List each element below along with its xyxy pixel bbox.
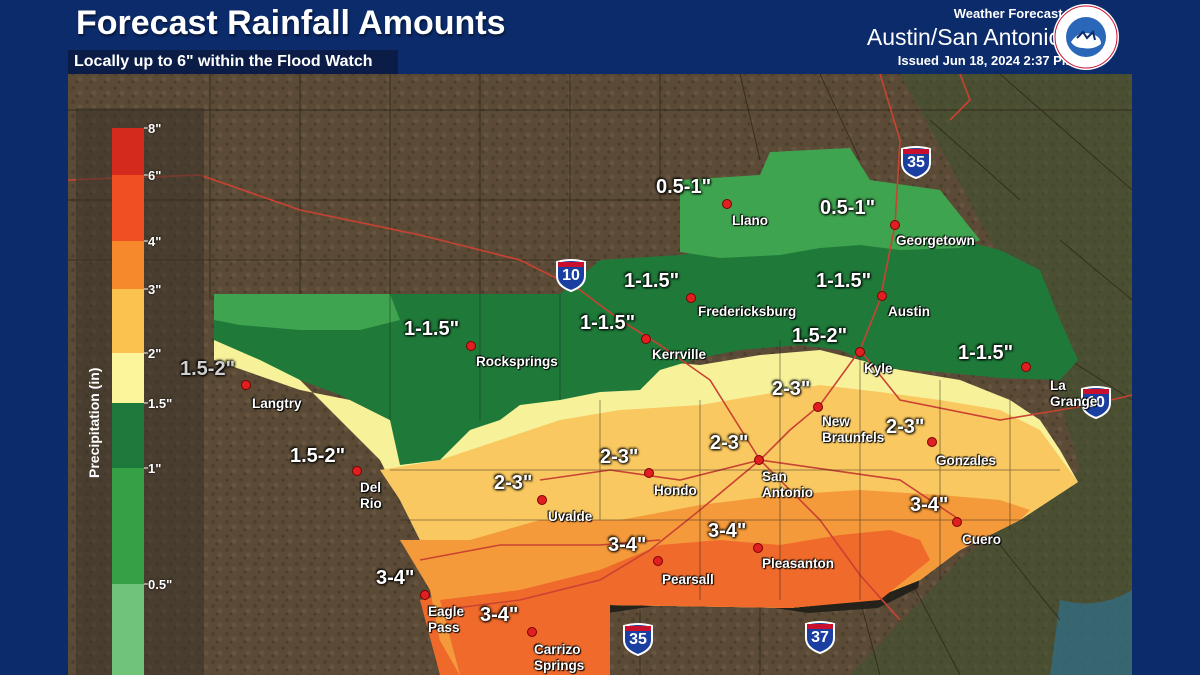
amount-label: 0.5-1" — [820, 197, 876, 219]
nws-logo-icon — [1053, 4, 1119, 70]
amount-label: 2-3" — [494, 472, 533, 494]
city-marker — [927, 437, 937, 447]
city-marker — [753, 543, 763, 553]
city-label: Fredericksburg — [698, 304, 797, 319]
city-marker — [877, 291, 887, 301]
city-label: Pearsall — [662, 572, 714, 587]
city-label: Del Rio — [360, 480, 382, 511]
amount-label: 3-4" — [910, 494, 949, 516]
band-4-6-south — [440, 530, 930, 675]
city-label: Llano — [732, 213, 768, 228]
legend-tick: 2" — [148, 346, 162, 361]
city-marker — [653, 556, 663, 566]
band-0p5-1 — [680, 148, 980, 258]
legend-swatch — [112, 241, 144, 289]
amount-label: 2-3" — [710, 432, 749, 454]
city-marker — [641, 334, 651, 344]
city-marker — [644, 468, 654, 478]
city-marker — [527, 627, 537, 637]
city-marker — [1021, 362, 1031, 372]
city-label: Carrizo Springs — [534, 642, 585, 673]
city-label: Rocksprings — [476, 354, 558, 369]
city-label: La Grange — [1050, 378, 1098, 409]
amount-label: 2-3" — [600, 446, 639, 468]
legend-tick: 1" — [148, 461, 162, 476]
amount-label: 3-4" — [480, 604, 519, 626]
county-lines — [68, 73, 1133, 675]
legend-tick: 6" — [148, 168, 162, 183]
legend-swatch — [112, 175, 144, 241]
city-marker — [466, 341, 476, 351]
legend-swatch — [112, 289, 144, 353]
header: Forecast Rainfall Amounts Locally up to … — [68, 0, 1132, 74]
city-label: Kerrville — [652, 347, 707, 362]
amount-label: 1-1.5" — [624, 270, 680, 292]
city-label: Austin — [888, 304, 930, 319]
amount-label: 1-1.5" — [580, 312, 636, 334]
city-marker — [855, 347, 865, 357]
city-label: Georgetown — [896, 233, 975, 248]
city-marker — [241, 380, 251, 390]
band-1-1p5 — [214, 240, 1078, 465]
interstate-10-east-shield-icon: 10 — [1080, 385, 1112, 420]
legend-tick: 0.5" — [148, 577, 173, 592]
city-marker — [537, 495, 547, 505]
legend-swatch — [112, 403, 144, 468]
legend-tick: 3" — [148, 282, 162, 297]
legend-swatch — [112, 128, 144, 175]
page-subtitle: Locally up to 6" within the Flood Watch — [68, 50, 398, 74]
amount-label: 0.5-1" — [656, 176, 712, 198]
city-label: Eagle Pass — [428, 604, 465, 635]
legend-title: Precipitation (in) — [86, 367, 102, 478]
city-marker — [952, 517, 962, 527]
page-title: Forecast Rainfall Amounts — [76, 4, 506, 42]
city-label: Langtry — [252, 396, 302, 411]
amount-label: 1-1.5" — [404, 318, 460, 340]
city-label: San Antonio — [762, 469, 813, 500]
amount-label: 1.5-2" — [792, 325, 848, 347]
issued-timestamp: Issued Jun 18, 2024 2:37 PM CDT — [897, 53, 1103, 68]
amount-label: 3-4" — [376, 567, 415, 589]
legend-tick: 8" — [148, 121, 162, 136]
interstate-35-shield-icon: 35 — [900, 145, 932, 180]
city-marker — [686, 293, 696, 303]
amount-label: 1.5-2" — [180, 358, 236, 380]
legend-swatch — [112, 584, 144, 675]
city-marker — [352, 466, 362, 476]
east-terrain — [850, 74, 1132, 675]
city-label: Uvalde — [548, 509, 593, 524]
band-1-1p5-west-edge — [214, 294, 400, 330]
city-marker — [890, 220, 900, 230]
county-outlines — [389, 294, 1060, 600]
city-label: New Braunfels — [822, 414, 885, 445]
city-label: Pleasanton — [762, 556, 835, 571]
city-marker — [813, 402, 823, 412]
legend-tick: 4" — [148, 234, 162, 249]
legend-tick: 1.5" — [148, 396, 173, 411]
city-marker — [754, 455, 764, 465]
amount-label: 1-1.5" — [958, 342, 1014, 364]
amount-label: 3-4" — [708, 520, 747, 542]
city-label: Gonzales — [936, 453, 997, 468]
legend-swatch — [112, 353, 144, 403]
gulf-water — [1050, 590, 1132, 675]
interstate-35-south-shield-icon: 35 — [622, 622, 654, 657]
highways — [67, 73, 1133, 621]
interstate-37-shield-icon: 37 — [804, 620, 836, 655]
city-label: Cuero — [962, 532, 1002, 547]
interstate-10-shield-icon: 10 — [555, 258, 587, 293]
amount-label: 1-1.5" — [816, 270, 872, 292]
city-label: Hondo — [654, 483, 697, 498]
city-marker — [420, 590, 430, 600]
legend-swatch — [112, 468, 144, 584]
city-marker — [722, 199, 732, 209]
city-label: Kyle — [864, 361, 893, 376]
amount-label: 3-4" — [608, 534, 647, 556]
amount-label: 2-3" — [886, 416, 925, 438]
amount-label: 1.5-2" — [290, 445, 346, 467]
legend-scale — [112, 127, 148, 675]
amount-label: 2-3" — [772, 378, 811, 400]
